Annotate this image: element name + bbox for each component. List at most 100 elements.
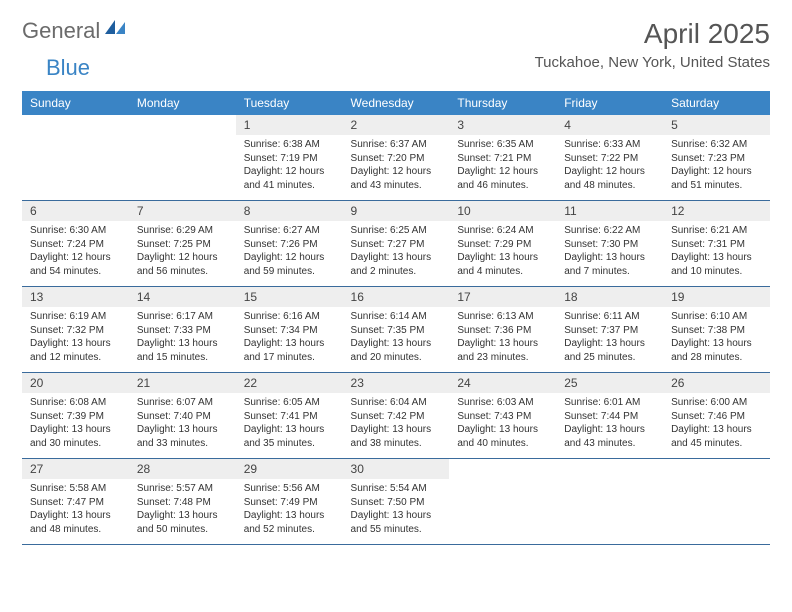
calendar-cell: 12Sunrise: 6:21 AMSunset: 7:31 PMDayligh… <box>663 201 770 287</box>
calendar-cell-inner <box>663 459 770 545</box>
calendar-cell: 10Sunrise: 6:24 AMSunset: 7:29 PMDayligh… <box>449 201 556 287</box>
weekday-header: Monday <box>129 91 236 115</box>
calendar-cell: 25Sunrise: 6:01 AMSunset: 7:44 PMDayligh… <box>556 373 663 459</box>
weekday-header: Thursday <box>449 91 556 115</box>
calendar-cell: 28Sunrise: 5:57 AMSunset: 7:48 PMDayligh… <box>129 459 236 545</box>
day-data: Sunrise: 6:07 AMSunset: 7:40 PMDaylight:… <box>129 393 236 456</box>
calendar-cell-inner: 12Sunrise: 6:21 AMSunset: 7:31 PMDayligh… <box>663 201 770 287</box>
day-data: Sunrise: 5:56 AMSunset: 7:49 PMDaylight:… <box>236 479 343 542</box>
calendar-cell-inner: 27Sunrise: 5:58 AMSunset: 7:47 PMDayligh… <box>22 459 129 545</box>
day-number: 13 <box>22 287 129 307</box>
calendar-cell-inner: 24Sunrise: 6:03 AMSunset: 7:43 PMDayligh… <box>449 373 556 459</box>
day-number: 11 <box>556 201 663 221</box>
day-number: 14 <box>129 287 236 307</box>
day-data: Sunrise: 6:35 AMSunset: 7:21 PMDaylight:… <box>449 135 556 198</box>
day-data: Sunrise: 5:58 AMSunset: 7:47 PMDaylight:… <box>22 479 129 542</box>
weekday-header: Wednesday <box>343 91 450 115</box>
calendar-cell-inner: 7Sunrise: 6:29 AMSunset: 7:25 PMDaylight… <box>129 201 236 287</box>
calendar-cell-inner <box>556 459 663 545</box>
day-data: Sunrise: 5:54 AMSunset: 7:50 PMDaylight:… <box>343 479 450 542</box>
calendar-cell-inner: 30Sunrise: 5:54 AMSunset: 7:50 PMDayligh… <box>343 459 450 545</box>
day-number: 21 <box>129 373 236 393</box>
day-number: 9 <box>343 201 450 221</box>
calendar-cell: 16Sunrise: 6:14 AMSunset: 7:35 PMDayligh… <box>343 287 450 373</box>
calendar-cell: 6Sunrise: 6:30 AMSunset: 7:24 PMDaylight… <box>22 201 129 287</box>
day-number: 8 <box>236 201 343 221</box>
calendar-cell: 14Sunrise: 6:17 AMSunset: 7:33 PMDayligh… <box>129 287 236 373</box>
calendar-cell: 26Sunrise: 6:00 AMSunset: 7:46 PMDayligh… <box>663 373 770 459</box>
calendar-cell <box>663 459 770 545</box>
calendar-cell-inner: 10Sunrise: 6:24 AMSunset: 7:29 PMDayligh… <box>449 201 556 287</box>
title-block: April 2025 Tuckahoe, New York, United St… <box>535 18 770 71</box>
calendar-cell: 29Sunrise: 5:56 AMSunset: 7:49 PMDayligh… <box>236 459 343 545</box>
calendar-cell: 7Sunrise: 6:29 AMSunset: 7:25 PMDaylight… <box>129 201 236 287</box>
day-data: Sunrise: 6:30 AMSunset: 7:24 PMDaylight:… <box>22 221 129 284</box>
calendar-cell-inner <box>22 115 129 201</box>
day-data: Sunrise: 6:21 AMSunset: 7:31 PMDaylight:… <box>663 221 770 284</box>
calendar-cell: 18Sunrise: 6:11 AMSunset: 7:37 PMDayligh… <box>556 287 663 373</box>
day-data: Sunrise: 6:32 AMSunset: 7:23 PMDaylight:… <box>663 135 770 198</box>
calendar-cell-inner: 5Sunrise: 6:32 AMSunset: 7:23 PMDaylight… <box>663 115 770 201</box>
day-data: Sunrise: 6:33 AMSunset: 7:22 PMDaylight:… <box>556 135 663 198</box>
day-data: Sunrise: 6:25 AMSunset: 7:27 PMDaylight:… <box>343 221 450 284</box>
day-number: 4 <box>556 115 663 135</box>
day-number: 29 <box>236 459 343 479</box>
calendar-cell-inner: 21Sunrise: 6:07 AMSunset: 7:40 PMDayligh… <box>129 373 236 459</box>
calendar-cell-inner: 4Sunrise: 6:33 AMSunset: 7:22 PMDaylight… <box>556 115 663 201</box>
calendar-cell-inner: 23Sunrise: 6:04 AMSunset: 7:42 PMDayligh… <box>343 373 450 459</box>
calendar-cell-inner: 16Sunrise: 6:14 AMSunset: 7:35 PMDayligh… <box>343 287 450 373</box>
day-data: Sunrise: 6:14 AMSunset: 7:35 PMDaylight:… <box>343 307 450 370</box>
day-number: 12 <box>663 201 770 221</box>
calendar-cell-inner: 29Sunrise: 5:56 AMSunset: 7:49 PMDayligh… <box>236 459 343 545</box>
weekday-header: Sunday <box>22 91 129 115</box>
weekday-header: Friday <box>556 91 663 115</box>
day-data: Sunrise: 6:05 AMSunset: 7:41 PMDaylight:… <box>236 393 343 456</box>
calendar-cell-inner: 19Sunrise: 6:10 AMSunset: 7:38 PMDayligh… <box>663 287 770 373</box>
day-data: Sunrise: 6:08 AMSunset: 7:39 PMDaylight:… <box>22 393 129 456</box>
calendar-cell: 9Sunrise: 6:25 AMSunset: 7:27 PMDaylight… <box>343 201 450 287</box>
calendar-cell-inner: 14Sunrise: 6:17 AMSunset: 7:33 PMDayligh… <box>129 287 236 373</box>
day-data: Sunrise: 6:22 AMSunset: 7:30 PMDaylight:… <box>556 221 663 284</box>
day-number: 25 <box>556 373 663 393</box>
calendar-page: General April 2025 Tuckahoe, New York, U… <box>0 0 792 612</box>
calendar-cell: 8Sunrise: 6:27 AMSunset: 7:26 PMDaylight… <box>236 201 343 287</box>
weekday-header-row: Sunday Monday Tuesday Wednesday Thursday… <box>22 91 770 115</box>
calendar-cell: 30Sunrise: 5:54 AMSunset: 7:50 PMDayligh… <box>343 459 450 545</box>
day-number: 27 <box>22 459 129 479</box>
calendar-table: Sunday Monday Tuesday Wednesday Thursday… <box>22 91 770 545</box>
calendar-cell: 15Sunrise: 6:16 AMSunset: 7:34 PMDayligh… <box>236 287 343 373</box>
day-number: 15 <box>236 287 343 307</box>
calendar-cell: 20Sunrise: 6:08 AMSunset: 7:39 PMDayligh… <box>22 373 129 459</box>
day-number: 17 <box>449 287 556 307</box>
calendar-cell-inner: 9Sunrise: 6:25 AMSunset: 7:27 PMDaylight… <box>343 201 450 287</box>
calendar-cell-inner: 13Sunrise: 6:19 AMSunset: 7:32 PMDayligh… <box>22 287 129 373</box>
calendar-week-row: 1Sunrise: 6:38 AMSunset: 7:19 PMDaylight… <box>22 115 770 201</box>
day-data: Sunrise: 6:01 AMSunset: 7:44 PMDaylight:… <box>556 393 663 456</box>
day-data: Sunrise: 6:11 AMSunset: 7:37 PMDaylight:… <box>556 307 663 370</box>
brand-logo: General <box>22 18 127 44</box>
calendar-cell <box>129 115 236 201</box>
day-data: Sunrise: 6:37 AMSunset: 7:20 PMDaylight:… <box>343 135 450 198</box>
day-data: Sunrise: 6:19 AMSunset: 7:32 PMDaylight:… <box>22 307 129 370</box>
calendar-cell-inner: 3Sunrise: 6:35 AMSunset: 7:21 PMDaylight… <box>449 115 556 201</box>
day-data: Sunrise: 6:13 AMSunset: 7:36 PMDaylight:… <box>449 307 556 370</box>
day-data: Sunrise: 6:16 AMSunset: 7:34 PMDaylight:… <box>236 307 343 370</box>
calendar-cell: 19Sunrise: 6:10 AMSunset: 7:38 PMDayligh… <box>663 287 770 373</box>
calendar-week-row: 13Sunrise: 6:19 AMSunset: 7:32 PMDayligh… <box>22 287 770 373</box>
calendar-cell-inner: 15Sunrise: 6:16 AMSunset: 7:34 PMDayligh… <box>236 287 343 373</box>
calendar-week-row: 27Sunrise: 5:58 AMSunset: 7:47 PMDayligh… <box>22 459 770 545</box>
day-number: 24 <box>449 373 556 393</box>
day-data: Sunrise: 6:24 AMSunset: 7:29 PMDaylight:… <box>449 221 556 284</box>
day-number: 20 <box>22 373 129 393</box>
weekday-header: Saturday <box>663 91 770 115</box>
calendar-cell-inner: 17Sunrise: 6:13 AMSunset: 7:36 PMDayligh… <box>449 287 556 373</box>
day-data: Sunrise: 5:57 AMSunset: 7:48 PMDaylight:… <box>129 479 236 542</box>
calendar-cell <box>22 115 129 201</box>
day-data: Sunrise: 6:17 AMSunset: 7:33 PMDaylight:… <box>129 307 236 370</box>
day-number: 28 <box>129 459 236 479</box>
calendar-cell: 24Sunrise: 6:03 AMSunset: 7:43 PMDayligh… <box>449 373 556 459</box>
calendar-cell-inner: 20Sunrise: 6:08 AMSunset: 7:39 PMDayligh… <box>22 373 129 459</box>
calendar-cell-inner: 25Sunrise: 6:01 AMSunset: 7:44 PMDayligh… <box>556 373 663 459</box>
calendar-cell-inner <box>449 459 556 545</box>
calendar-cell-inner: 1Sunrise: 6:38 AMSunset: 7:19 PMDaylight… <box>236 115 343 201</box>
